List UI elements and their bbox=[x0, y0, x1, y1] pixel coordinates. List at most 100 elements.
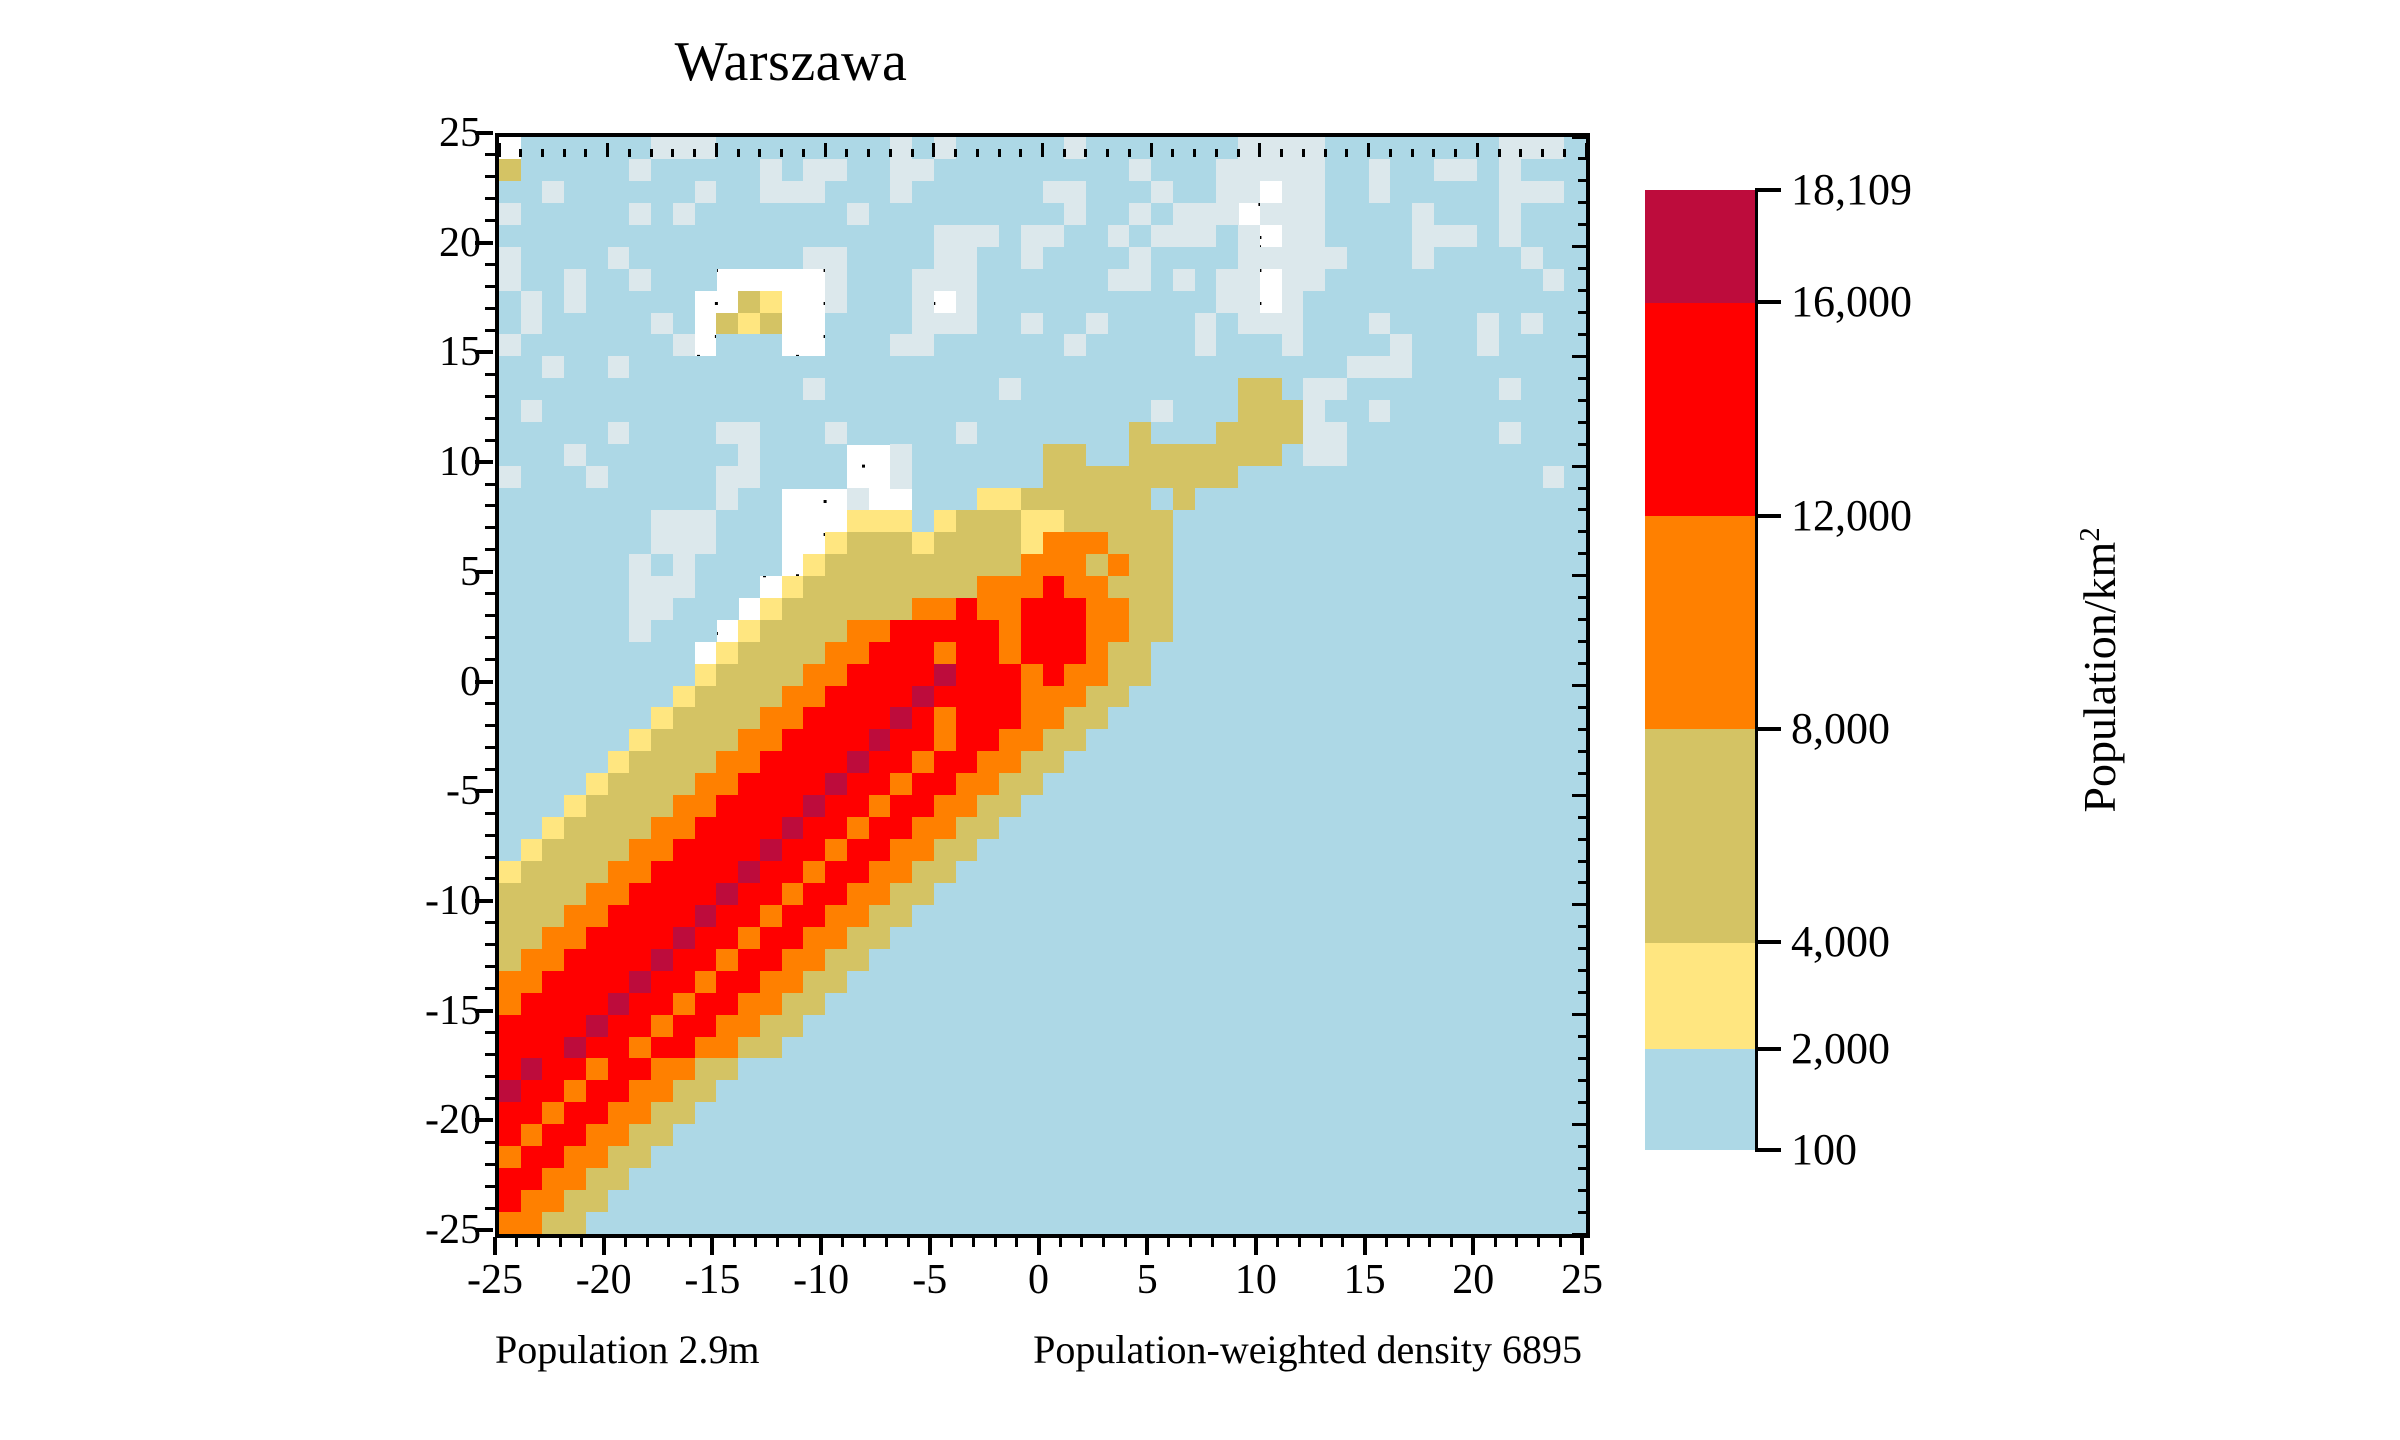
heatmap-cell bbox=[1042, 641, 1065, 665]
heatmap-cell bbox=[977, 1014, 1000, 1038]
heatmap-cell bbox=[781, 882, 804, 906]
heatmap-cell bbox=[1216, 1168, 1239, 1191]
heatmap-cell bbox=[672, 158, 696, 182]
heatmap-cell bbox=[738, 158, 761, 182]
heatmap-cell bbox=[564, 707, 587, 730]
heatmap-cell bbox=[1477, 356, 1500, 379]
y-tick bbox=[485, 285, 495, 289]
heatmap-cell bbox=[1564, 795, 1586, 818]
heatmap-cell bbox=[1499, 1036, 1522, 1060]
heatmap-cell bbox=[1346, 861, 1370, 884]
heatmap-cell bbox=[1107, 861, 1131, 884]
x-tick-top bbox=[1280, 149, 1284, 157]
heatmap-cell bbox=[1107, 1102, 1131, 1125]
heatmap-cell bbox=[1303, 795, 1326, 818]
heatmap-cell bbox=[825, 1146, 848, 1169]
y-tick-right bbox=[1572, 464, 1586, 468]
heatmap-cell bbox=[1042, 312, 1065, 336]
heatmap-cell bbox=[520, 334, 544, 357]
heatmap-cell bbox=[977, 1212, 1000, 1234]
y-tick bbox=[475, 569, 493, 574]
heatmap-cell bbox=[759, 356, 783, 379]
heatmap-cell bbox=[912, 202, 935, 226]
heatmap-cell bbox=[1064, 1036, 1087, 1060]
heatmap-cell bbox=[1172, 1036, 1196, 1060]
y-tick-right bbox=[1578, 859, 1586, 863]
y-tick bbox=[485, 153, 495, 157]
heatmap-cell bbox=[694, 202, 717, 226]
heatmap-cell bbox=[999, 707, 1022, 730]
heatmap-cell bbox=[564, 773, 587, 796]
heatmap-cell bbox=[1390, 597, 1413, 621]
heatmap-cell bbox=[629, 1036, 652, 1060]
heatmap-cell bbox=[1151, 246, 1174, 270]
heatmap-cell bbox=[651, 904, 674, 928]
heatmap-cell bbox=[1390, 1102, 1413, 1125]
heatmap-cell bbox=[759, 488, 783, 511]
heatmap-cell bbox=[825, 795, 848, 818]
heatmap-cell bbox=[607, 1168, 631, 1191]
heatmap-cell bbox=[912, 1080, 935, 1103]
heatmap-cell bbox=[1455, 312, 1478, 336]
heatmap-cell bbox=[1151, 400, 1174, 423]
heatmap-cell bbox=[607, 531, 631, 555]
heatmap-cell bbox=[1542, 137, 1565, 160]
heatmap-cell bbox=[1303, 663, 1326, 687]
heatmap-cell bbox=[651, 729, 674, 752]
heatmap-cell bbox=[1042, 246, 1065, 270]
heatmap-cell bbox=[1107, 773, 1131, 796]
heatmap-cell bbox=[1499, 290, 1522, 314]
heatmap-cell bbox=[1433, 268, 1457, 292]
y-tick-right bbox=[1578, 486, 1586, 490]
heatmap-cell bbox=[1216, 312, 1239, 336]
heatmap-cell bbox=[694, 158, 717, 182]
heatmap-cell bbox=[1194, 224, 1217, 248]
x-tick-top bbox=[780, 149, 784, 157]
heatmap-cell bbox=[781, 575, 804, 599]
heatmap-cell bbox=[1542, 1102, 1565, 1125]
heatmap-cell bbox=[1064, 1124, 1087, 1147]
heatmap-cell bbox=[1433, 861, 1457, 884]
heatmap-cell bbox=[651, 773, 674, 796]
heatmap-cell bbox=[933, 531, 957, 555]
heatmap-cell bbox=[1564, 1168, 1586, 1191]
colorbar-tick bbox=[1755, 1148, 1781, 1152]
heatmap-cell bbox=[846, 1036, 870, 1060]
heatmap-cell bbox=[999, 619, 1022, 643]
heatmap-cell bbox=[1129, 422, 1152, 445]
heatmap-cell bbox=[629, 246, 652, 270]
y-tick bbox=[485, 811, 495, 815]
heatmap-cell bbox=[1107, 378, 1131, 401]
heatmap-cell bbox=[1194, 1190, 1217, 1213]
heatmap-cell bbox=[1129, 861, 1152, 884]
heatmap-cell bbox=[1455, 641, 1478, 665]
heatmap-cell bbox=[716, 685, 739, 709]
heatmap-cell bbox=[716, 817, 739, 840]
heatmap-cell bbox=[1368, 1014, 1391, 1038]
heatmap-cell bbox=[1368, 992, 1391, 1016]
x-tick-top bbox=[1367, 143, 1371, 157]
heatmap-cell bbox=[1368, 224, 1391, 248]
heatmap-cell bbox=[1477, 882, 1500, 906]
heatmap-cell bbox=[1085, 773, 1109, 796]
x-tick-top bbox=[540, 149, 544, 157]
heatmap-cell bbox=[803, 1014, 826, 1038]
heatmap-cell bbox=[1194, 619, 1217, 643]
heatmap-cell bbox=[1151, 882, 1174, 906]
heatmap-cell bbox=[672, 553, 696, 577]
heatmap-cell bbox=[651, 1058, 674, 1081]
heatmap-cell bbox=[1542, 773, 1565, 796]
heatmap-cell bbox=[607, 268, 631, 292]
heatmap-cell bbox=[520, 466, 544, 489]
heatmap-cell bbox=[1042, 466, 1065, 489]
heatmap-cell bbox=[1151, 202, 1174, 226]
heatmap-cell bbox=[1477, 1014, 1500, 1038]
heatmap-cell bbox=[1194, 137, 1217, 160]
heatmap-cell bbox=[607, 422, 631, 445]
heatmap-cell bbox=[933, 400, 957, 423]
heatmap-cell bbox=[651, 970, 674, 994]
heatmap-cell bbox=[912, 685, 935, 709]
x-tickmarks bbox=[493, 1237, 1584, 1257]
y-tick-right bbox=[1578, 179, 1586, 183]
heatmap-cell bbox=[868, 992, 891, 1016]
